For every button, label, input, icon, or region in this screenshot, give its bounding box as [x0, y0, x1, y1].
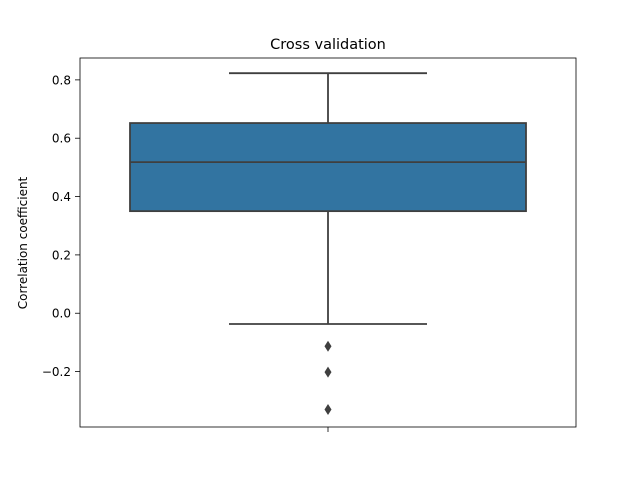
outlier-point: [324, 403, 332, 415]
box-group: [129, 72, 527, 415]
y-axis-label: Correlation coefficient: [16, 176, 30, 309]
chart-title: Cross validation: [270, 37, 386, 53]
y-tick-label: 0.2: [52, 248, 71, 262]
plot-area-frame: [79, 57, 577, 428]
y-tick-label: 0.4: [52, 190, 71, 204]
y-tick-label: 0.8: [52, 73, 71, 87]
y-tick-label: 0.6: [52, 132, 71, 146]
interquartile-box: [129, 122, 527, 213]
y-axis-ticks: −0.2 0.0 0.2 0.4 0.6 0.8: [42, 73, 80, 379]
y-tick-label: −0.2: [42, 365, 71, 379]
y-tick-label: 0.0: [52, 307, 71, 321]
outlier-point: [324, 340, 332, 352]
outlier-point: [324, 366, 332, 378]
